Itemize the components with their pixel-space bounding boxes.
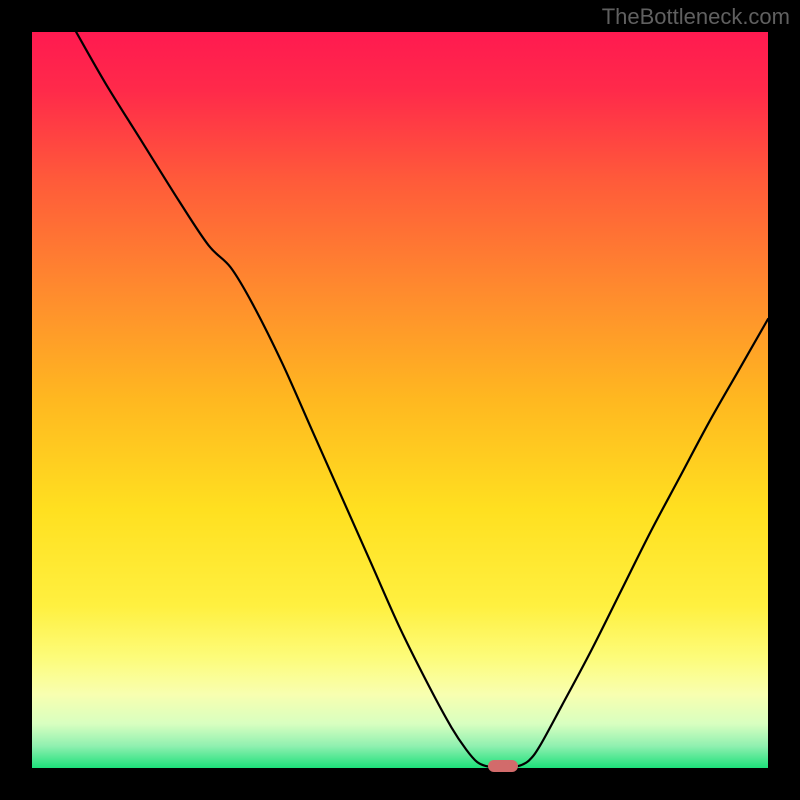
optimal-marker (488, 760, 518, 772)
gradient-background (32, 32, 768, 768)
plot-area (32, 32, 768, 768)
chart-container: { "watermark": { "text": "TheBottleneck.… (0, 0, 800, 800)
watermark-text: TheBottleneck.com (602, 4, 790, 30)
